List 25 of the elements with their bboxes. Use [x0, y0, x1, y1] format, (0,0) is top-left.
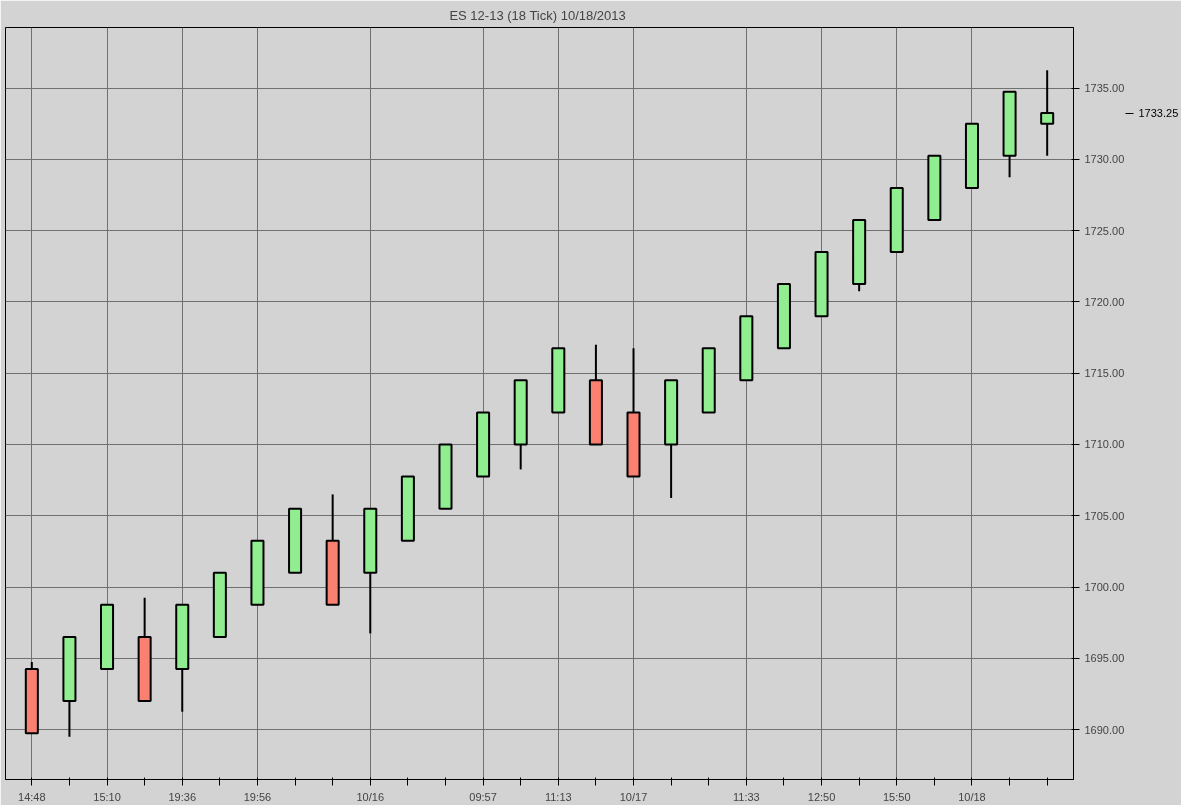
- x-tick-label: 09:57: [469, 790, 497, 803]
- x-tick-label: 12:50: [807, 790, 836, 803]
- y-tick-label: 1715.00: [1084, 367, 1125, 380]
- y-tick-label: 1720.00: [1084, 295, 1125, 308]
- x-tick-label: 10/18: [958, 790, 986, 803]
- y-tick-label: 1695.00: [1084, 652, 1125, 665]
- x-tick-label: 15:50: [882, 790, 911, 803]
- text: 1733.25: [1138, 107, 1179, 120]
- y-tick-label: 1725.00: [1084, 224, 1125, 237]
- y-tick-label: 1710.00: [1084, 438, 1125, 451]
- x-tick-label: 10/17: [619, 790, 648, 803]
- x-tick-label: 10/16: [356, 790, 385, 803]
- y-tick-label: 1705.00: [1084, 509, 1125, 522]
- y-tick-label: 1690.00: [1084, 723, 1125, 736]
- x-tick-label: 15:10: [93, 790, 121, 803]
- x-tick-label: 11:33: [732, 790, 760, 803]
- chart-title: ES 12-13 (18 Tick) 10/18/2013: [449, 7, 626, 23]
- x-tick-label: 19:36: [168, 790, 197, 803]
- x-tick-label: 14:48: [18, 790, 46, 803]
- y-tick-label: 1730.00: [1084, 153, 1125, 166]
- y-tick-label: 1735.00: [1084, 82, 1125, 95]
- x-tick-label: 11:13: [544, 790, 572, 803]
- candlestick: [1040, 69, 1055, 157]
- x-tick-label: 19:56: [243, 790, 272, 803]
- y-tick-label: 1700.00: [1084, 581, 1125, 594]
